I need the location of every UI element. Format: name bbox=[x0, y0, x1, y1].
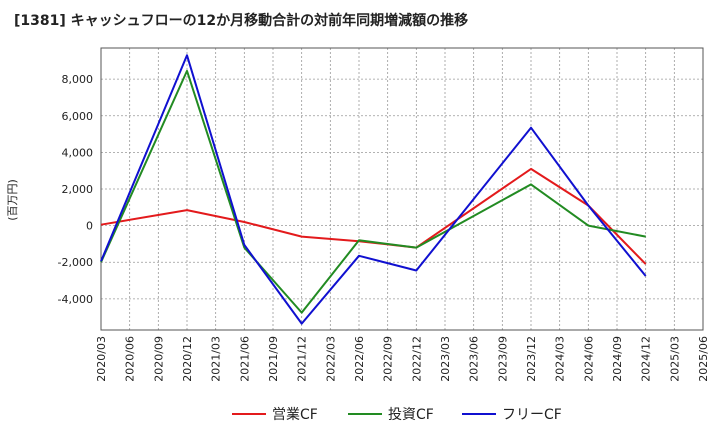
legend-label: 営業CF bbox=[272, 407, 318, 423]
x-tick-label: 2022/03 bbox=[324, 336, 337, 382]
x-tick-label: 2021/09 bbox=[267, 336, 280, 382]
y-tick-label: 8,000 bbox=[62, 73, 94, 86]
y-axis-label: (百万円) bbox=[6, 179, 19, 221]
y-tick-label: 0 bbox=[86, 220, 93, 233]
y-tick-label: -4,000 bbox=[58, 293, 93, 306]
x-tick-label: 2020/03 bbox=[95, 336, 108, 382]
x-tick-label: 2023/09 bbox=[496, 336, 509, 382]
x-tick-label: 2024/12 bbox=[640, 336, 653, 382]
plot-border bbox=[100, 47, 704, 331]
x-tick-label: 2023/06 bbox=[468, 336, 481, 382]
x-tick-label: 2020/12 bbox=[181, 336, 194, 382]
x-tick-label: 2023/03 bbox=[439, 336, 452, 382]
x-tick-label: 2023/12 bbox=[525, 336, 538, 382]
legend-label: 投資CF bbox=[388, 407, 434, 423]
x-tick-label: 2022/09 bbox=[382, 336, 395, 382]
chart-title: [1381] キャッシュフローの12か月移動合計の対前年同期増減額の推移 bbox=[14, 13, 469, 29]
x-tick-label: 2024/06 bbox=[582, 336, 595, 382]
x-tick-label: 2025/06 bbox=[697, 336, 710, 382]
x-tick-label: 2021/12 bbox=[296, 336, 309, 382]
x-tick-label: 2024/03 bbox=[554, 336, 567, 382]
y-tick-label: 2,000 bbox=[62, 183, 94, 196]
x-tick-label: 2022/06 bbox=[353, 336, 366, 382]
x-tick-label: 2025/03 bbox=[668, 336, 681, 382]
series-line-3 bbox=[100, 54, 647, 325]
x-tick-label: 2021/03 bbox=[210, 336, 223, 382]
y-tick-label: 6,000 bbox=[62, 110, 94, 123]
x-tick-label: 2020/09 bbox=[152, 336, 165, 382]
x-tick-label: 2024/09 bbox=[611, 336, 624, 382]
x-tick-label: 2020/06 bbox=[124, 336, 137, 382]
x-tick-label: 2021/06 bbox=[238, 336, 251, 382]
x-tick-label: 2022/12 bbox=[410, 336, 423, 382]
y-tick-label: 4,000 bbox=[62, 146, 94, 159]
legend-label: フリーCF bbox=[502, 407, 562, 423]
y-tick-label: -2,000 bbox=[58, 256, 93, 269]
series-line-2 bbox=[100, 69, 646, 314]
